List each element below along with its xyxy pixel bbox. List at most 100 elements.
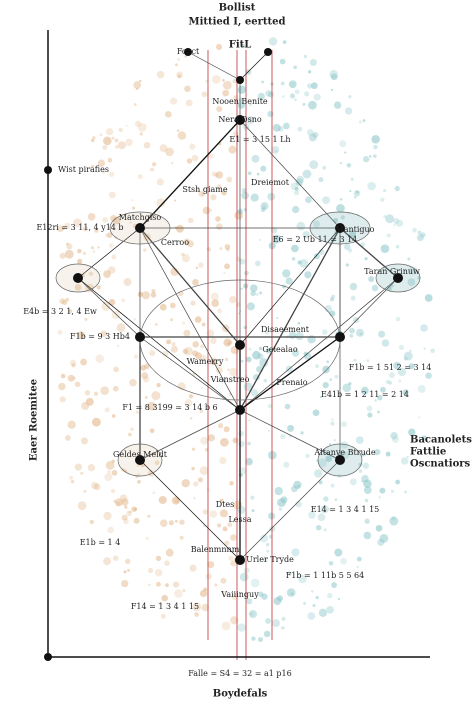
edge: [239, 51, 269, 81]
dot: [288, 571, 292, 575]
dot: [390, 489, 394, 493]
dot: [156, 383, 161, 388]
dot: [303, 602, 306, 605]
dot: [374, 399, 377, 402]
node: [335, 332, 345, 342]
dot: [61, 227, 65, 231]
dot: [380, 197, 385, 202]
dot: [183, 329, 191, 337]
dot: [150, 292, 157, 298]
dot: [330, 88, 334, 92]
dot: [156, 70, 165, 79]
dot: [247, 441, 251, 446]
dot: [424, 294, 433, 302]
dot: [96, 285, 101, 290]
dot: [237, 85, 246, 94]
dot: [393, 361, 401, 370]
dot: [389, 516, 399, 526]
dot: [322, 196, 330, 205]
dot: [261, 593, 268, 600]
dot: [131, 199, 134, 202]
node-label: Vaiiinguy: [220, 590, 259, 599]
dot: [282, 95, 285, 98]
dot: [137, 122, 147, 132]
dot: [186, 240, 194, 248]
dot: [82, 225, 89, 232]
dot: [149, 428, 155, 434]
dot: [198, 190, 205, 198]
dot: [221, 621, 231, 631]
edge: [239, 459, 341, 561]
dot: [56, 225, 64, 233]
dot: [155, 581, 161, 587]
dot: [259, 291, 263, 295]
dot: [290, 182, 299, 191]
dot: [132, 206, 136, 210]
dot: [348, 248, 353, 253]
dot: [113, 499, 117, 503]
dot: [137, 480, 141, 484]
node: [73, 273, 83, 283]
dot: [91, 164, 95, 168]
dot: [117, 141, 126, 150]
dot: [111, 469, 118, 476]
nodes: [73, 48, 403, 565]
dot: [406, 455, 409, 459]
dot: [201, 91, 208, 98]
dot: [219, 498, 224, 503]
dot: [172, 581, 180, 588]
edge: [139, 119, 241, 229]
dot: [174, 519, 178, 523]
formula: E4b = 3 2 1, 4 Ew: [23, 307, 97, 316]
dot: [200, 436, 209, 445]
dot: [215, 366, 223, 374]
dot: [203, 587, 208, 592]
dot: [270, 226, 278, 234]
dot: [380, 244, 390, 253]
dot: [239, 258, 246, 265]
dot: [247, 171, 252, 176]
dot: [108, 243, 114, 248]
dot: [368, 276, 375, 283]
dot: [125, 124, 128, 127]
dot: [105, 460, 115, 470]
dot: [324, 305, 332, 313]
dot: [137, 174, 143, 180]
dot: [403, 351, 413, 361]
edge: [239, 409, 341, 461]
dot: [394, 185, 400, 192]
dot: [95, 354, 105, 363]
dot: [333, 101, 342, 109]
dot: [263, 378, 268, 383]
dot: [346, 163, 352, 168]
dot: [103, 511, 112, 521]
dot: [241, 187, 247, 193]
dot: [159, 519, 168, 528]
dot: [194, 612, 199, 617]
dot: [377, 410, 380, 414]
dot: [385, 214, 395, 224]
formula: F1b = 9 3 Hb4: [70, 332, 130, 341]
dot: [177, 382, 186, 391]
dot: [71, 363, 76, 368]
dot: [237, 623, 246, 632]
dot: [260, 165, 267, 172]
dot: [114, 498, 123, 507]
dot: [283, 461, 290, 468]
dot: [224, 357, 229, 362]
dot: [186, 158, 193, 164]
dot: [259, 358, 269, 368]
dot: [353, 195, 357, 199]
dot: [308, 133, 317, 142]
dot: [211, 74, 221, 84]
dot: [244, 567, 250, 574]
dot: [358, 120, 362, 124]
dot: [129, 378, 137, 387]
dot: [291, 257, 296, 261]
dot: [97, 246, 100, 249]
dot: [250, 578, 260, 588]
dot: [293, 480, 302, 490]
dot: [312, 604, 316, 608]
dot: [216, 105, 223, 113]
dot: [89, 519, 95, 525]
